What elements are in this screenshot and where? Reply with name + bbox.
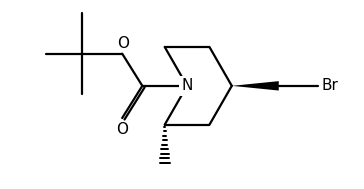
Text: O: O — [118, 36, 130, 51]
Text: N: N — [181, 78, 193, 93]
Text: O: O — [116, 122, 128, 137]
Polygon shape — [232, 81, 279, 91]
Text: Br: Br — [321, 78, 338, 93]
